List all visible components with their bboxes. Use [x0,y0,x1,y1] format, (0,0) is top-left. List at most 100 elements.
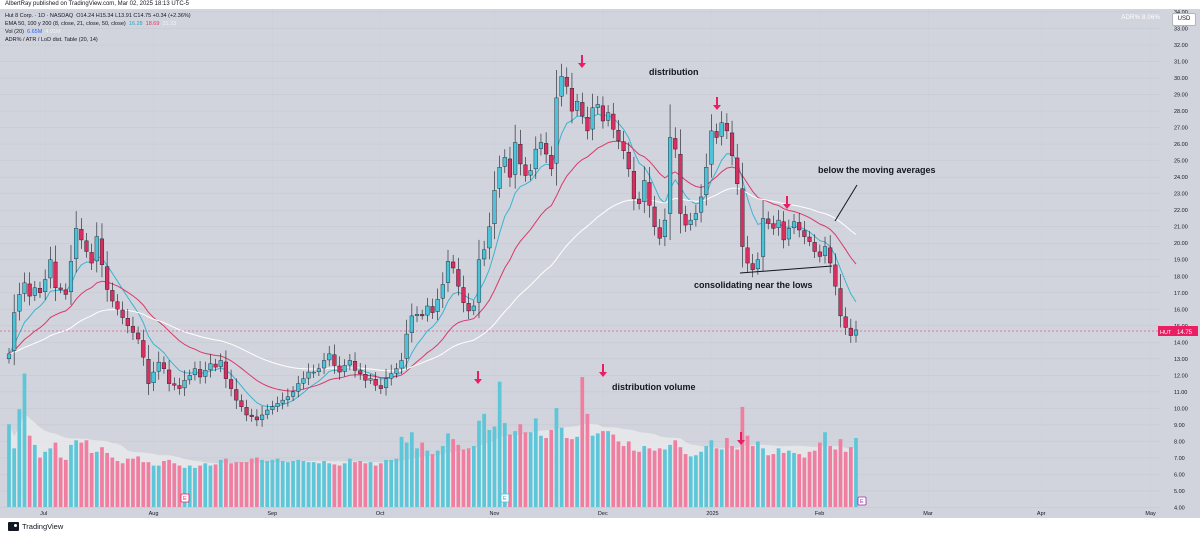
candle-body [518,143,523,165]
time-tick-label: Feb [815,511,824,517]
volume-bar [451,439,456,507]
volume-bar [564,438,569,507]
earnings-badge[interactable]: E [183,496,187,502]
candle-body [130,326,136,333]
candle-body [43,279,48,292]
price-tick-label: 4.00 [1174,505,1185,511]
candle-body [673,138,678,150]
candle-body [301,378,306,384]
volume-bar [502,423,507,507]
volume-bar [363,463,368,507]
candle-body [285,396,290,401]
candle-body [203,370,208,377]
candle-body [760,218,766,257]
volume-bar [115,461,120,507]
volume-bar [146,462,151,507]
candle-body [631,171,636,199]
candle-body [812,242,817,252]
volume-bar [234,462,239,507]
candle-body [208,363,213,371]
volume-bar [409,432,414,507]
candle-body [394,368,399,374]
time-tick-label: May [1145,511,1156,517]
volume-bar [492,426,497,507]
volume-bar [497,381,502,507]
time-tick-label: Oct [376,511,385,517]
candle-body [600,105,605,122]
volume-bar [218,459,223,507]
candle-body [430,306,435,313]
volume-bar [477,420,481,507]
adr-table-label: ADR% / ATR / LoD dist. Table (20, 14) [5,37,98,43]
volume-bar [7,424,11,507]
volume-bar [213,464,218,507]
candle-body [420,314,425,317]
candle-body [254,416,259,421]
volume-bar [275,458,280,507]
volume-bar [151,465,156,507]
candle-body [280,399,285,404]
earnings-badge[interactable]: E [503,496,507,502]
price-tick-label: 11.00 [1174,390,1187,396]
candle-body [822,246,828,256]
candle-body [89,252,94,264]
volume-event-badges[interactable]: E E E [180,493,867,506]
candle-body [332,354,337,366]
price-tick-label: 17.00 [1174,291,1188,297]
annotations: distribution below the moving averages c… [474,55,936,445]
candle-body [244,407,249,416]
candle-body [456,269,461,287]
price-tick-label: 30.00 [1174,76,1188,82]
volume-bar [430,454,435,507]
volume-bar [337,465,342,507]
candle-body [342,365,347,372]
volume-bar [802,457,807,507]
candle-body [296,383,301,392]
volume-bar [162,461,166,507]
candle-body [48,259,53,279]
candle-body [146,359,151,384]
candle-body [590,107,595,130]
volume-bar [688,456,693,507]
volume-bar [105,452,109,507]
price-tick-label: 9.00 [1174,423,1185,429]
arrow-icon [474,371,482,384]
volume-bar [208,465,213,507]
volume-bar [89,452,94,507]
volume-bar [79,442,84,507]
time-axis[interactable]: JulAugSepOctNovDec2025FebMarAprMayJu [40,511,1200,517]
candle-body [595,104,600,108]
volume-bar [776,448,781,507]
volume-bar [611,434,616,507]
candle-body [182,380,187,389]
price-axis[interactable]: 34.0033.0032.0031.0030.0029.0028.0027.00… [1174,10,1188,511]
volume-bar [435,450,440,507]
volume-bar [781,452,786,507]
candle-body [187,375,192,381]
price-chart[interactable]: distribution below the moving averages c… [0,9,1200,518]
candle-body [559,76,564,97]
volume-bar [255,457,259,507]
volume-bar [570,439,574,507]
candle-body [828,247,833,264]
candle-body [120,309,125,318]
volume-bar [17,409,22,507]
candle-body [167,369,172,384]
volume-bar [38,457,42,507]
volume-bar [663,449,667,507]
price-tick-label: 6.00 [1174,472,1185,478]
chart-area[interactable]: distribution below the moving averages c… [0,9,1200,518]
candle-body [642,180,647,202]
candle-body [771,223,776,229]
candle-body [580,102,585,117]
currency-button[interactable]: USD [1172,13,1196,26]
annotation-distribution-volume: distribution volume [612,382,696,392]
candle-body [234,389,239,401]
time-tick-label: Aug [149,511,159,517]
price-tick-label: 5.00 [1174,489,1185,495]
price-tag: HUT 14.75 [0,326,1198,336]
candle-body [270,406,275,410]
tradingview-logo[interactable]: TradingView [8,522,63,531]
earnings-badge[interactable]: E [860,499,864,505]
candle-body [513,142,518,175]
